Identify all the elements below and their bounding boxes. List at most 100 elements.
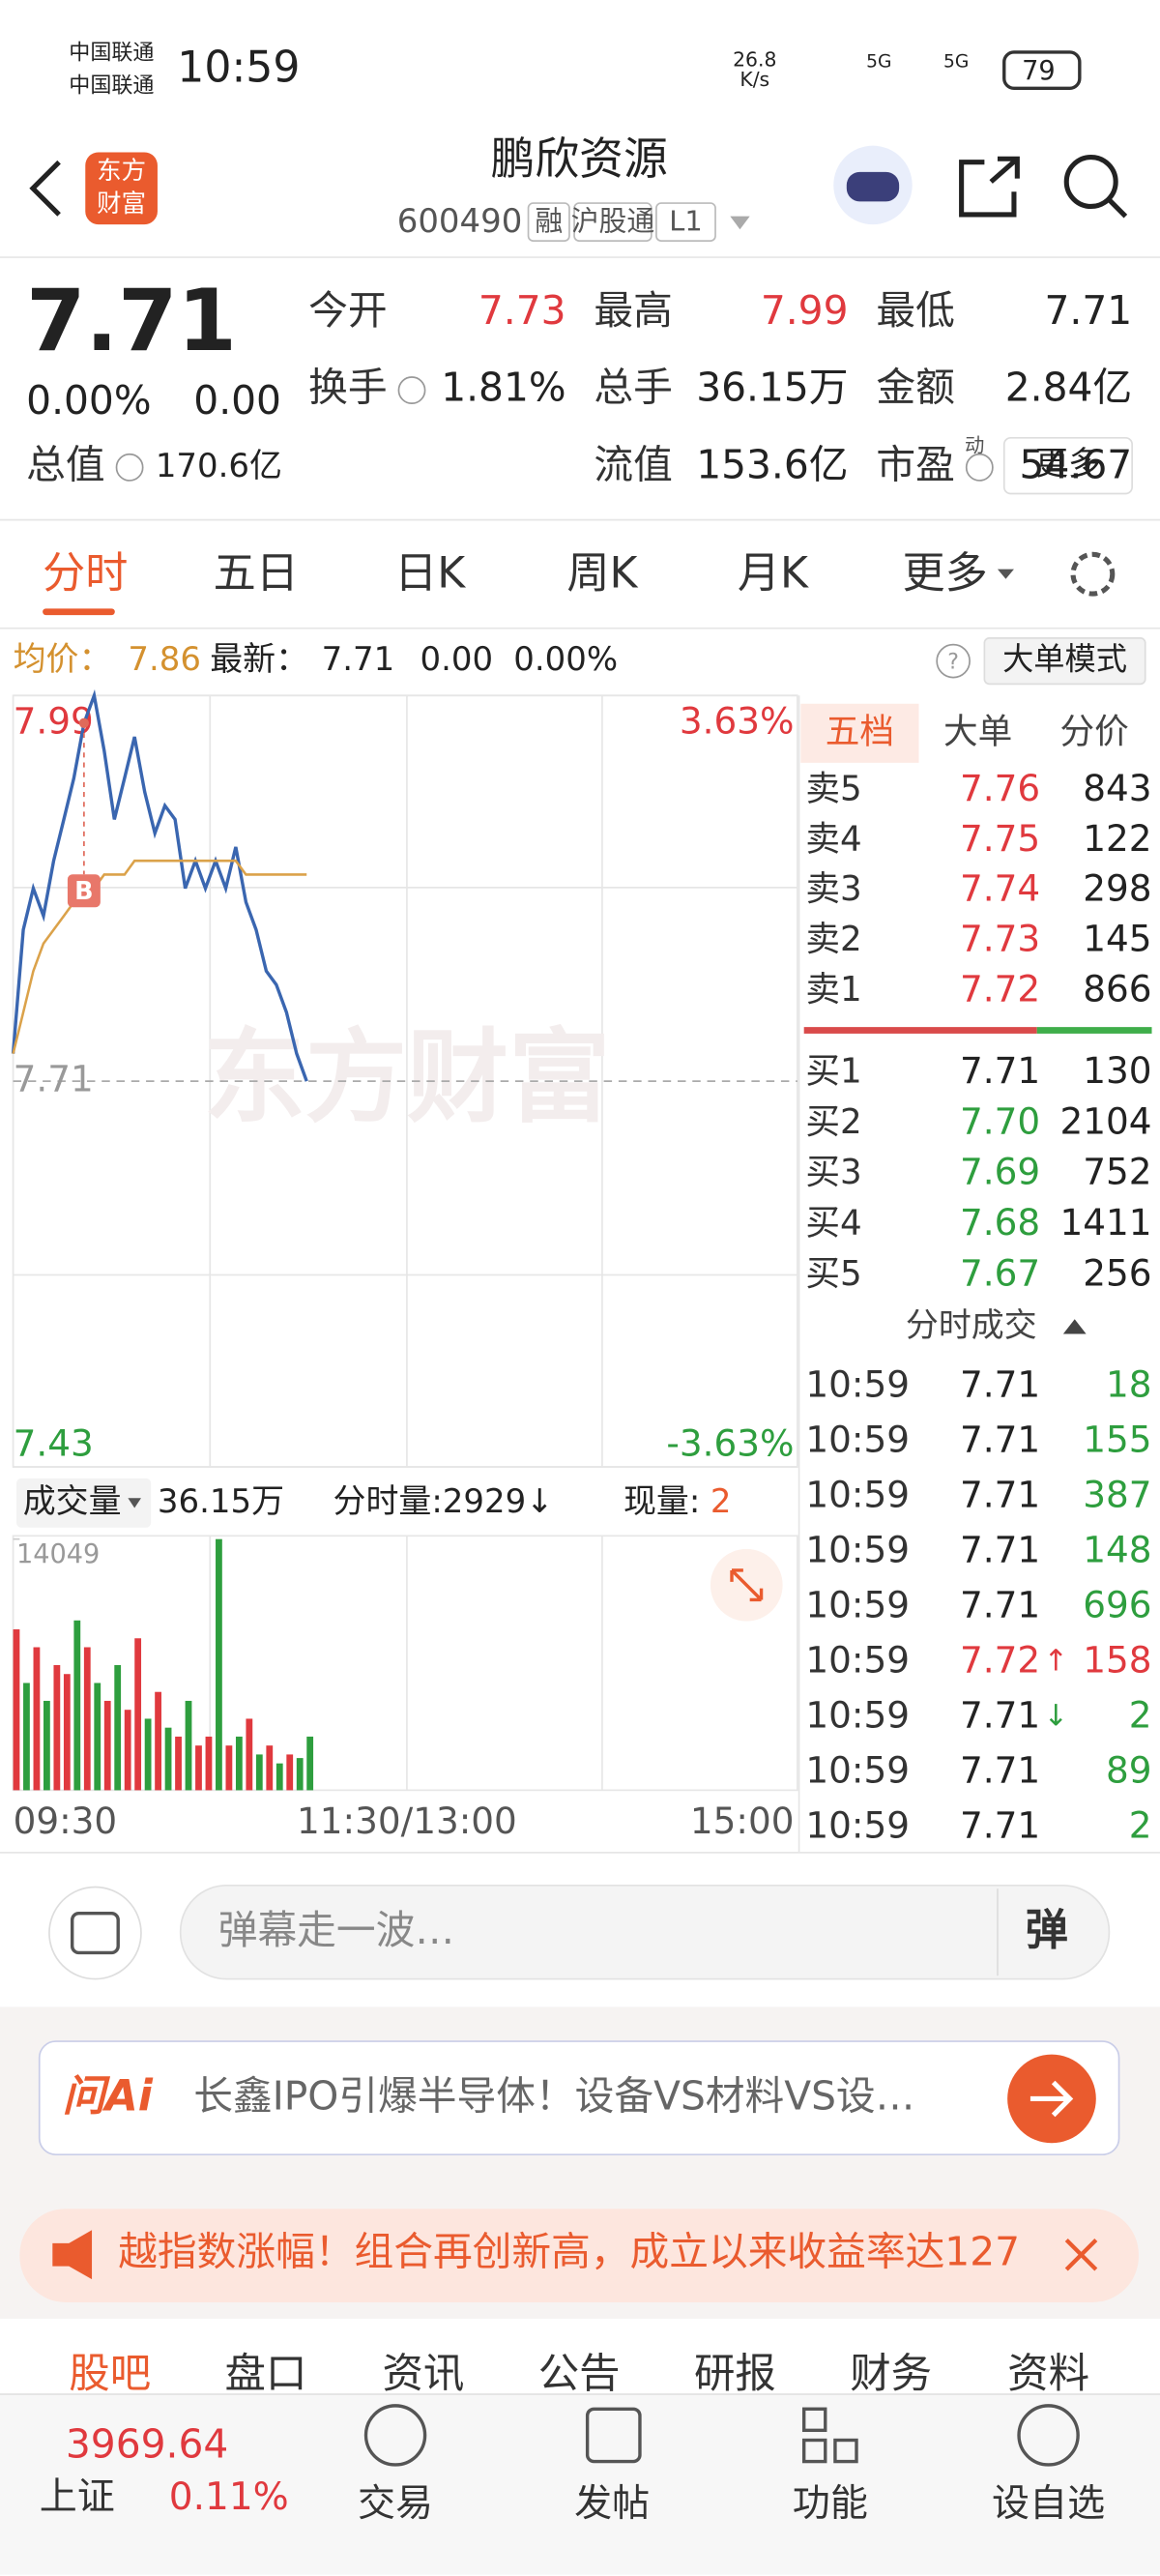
buy-marker: B (74, 877, 93, 906)
mode-button[interactable] (983, 637, 1146, 686)
nav-bar (0, 2393, 1160, 2575)
book-price: 7.72 (960, 967, 1040, 1010)
bid-bar (1036, 1027, 1152, 1034)
trade-price: 7.71 (960, 1528, 1040, 1570)
tab[interactable]: 分时 (43, 548, 128, 598)
volume-bar (205, 1736, 213, 1791)
nav-item[interactable]: 发帖 (574, 2482, 650, 2526)
volume-bar (33, 1647, 41, 1791)
section-tab[interactable]: 盘口 (225, 2351, 307, 2398)
nav-item[interactable]: 设自选 (992, 2482, 1105, 2526)
assistant-face (846, 171, 900, 202)
danmu-button[interactable]: 弹 (1026, 1906, 1068, 1955)
tab[interactable]: 日K (394, 548, 466, 598)
volume-bar (13, 1629, 20, 1791)
more-label[interactable]: 更多 (1035, 445, 1101, 483)
index-value: 3969.64 (66, 2420, 228, 2467)
y-tick-label: 14049 (16, 1539, 100, 1569)
help-icon[interactable] (936, 643, 971, 679)
settings-icon[interactable] (1070, 551, 1116, 597)
price-line (11, 688, 308, 1082)
dropdown-icon[interactable] (730, 216, 750, 230)
tab[interactable]: 更多 (903, 548, 988, 598)
trade-volume: 155 (1083, 1418, 1151, 1460)
book-label: 卖4 (805, 819, 861, 859)
book-volume: 2104 (1060, 1099, 1152, 1142)
share-icon[interactable] (959, 156, 1020, 218)
volume-bar (164, 1727, 172, 1791)
book-tab[interactable]: 大单 (943, 712, 1012, 751)
ai-box[interactable] (38, 2040, 1120, 2156)
feature-icon (833, 2438, 858, 2464)
section-tab[interactable]: 公告 (538, 2351, 621, 2398)
more-button[interactable] (1002, 436, 1133, 495)
section-tab[interactable]: 股吧 (69, 2351, 151, 2398)
search-icon[interactable] (1063, 155, 1118, 210)
volume-bar (73, 1620, 81, 1791)
book-price: 7.76 (960, 767, 1040, 809)
book-tab[interactable]: 五档 (826, 712, 894, 751)
carrier: 中国联通 (69, 42, 154, 66)
volume-bar (155, 1691, 161, 1791)
book-price: 7.70 (960, 1099, 1040, 1142)
tab[interactable]: 月K (738, 548, 809, 598)
section-tab[interactable]: 财务 (850, 2351, 932, 2398)
volume-title[interactable]: 成交量 (23, 1482, 122, 1521)
volume-bar (175, 1736, 182, 1791)
close-banner[interactable] (1064, 2238, 1098, 2271)
book-price: 7.75 (960, 817, 1040, 860)
change-pct: 0.00% (26, 377, 151, 424)
section-tab[interactable]: 资讯 (382, 2351, 464, 2398)
field-value: 2.84亿 (1005, 365, 1132, 411)
ask-bar (803, 1027, 1037, 1034)
book-label: 买1 (805, 1052, 861, 1092)
tag-box (655, 202, 716, 242)
trade-price: 7.71 (960, 1473, 1040, 1515)
mode-label[interactable]: 大单模式 (1002, 641, 1127, 678)
book-label: 买5 (805, 1254, 861, 1294)
x-label: 15:00 (690, 1800, 795, 1842)
field-value: 7.71 (1044, 287, 1132, 334)
field-value: 7.73 (478, 287, 566, 334)
volume-bar (83, 1647, 91, 1791)
trade-time: 10:59 (805, 1804, 910, 1847)
index-change: 0.11% (169, 2475, 289, 2519)
comment-input[interactable] (179, 1884, 1111, 1980)
back-button[interactable] (29, 160, 61, 217)
nav-item[interactable]: 交易 (358, 2482, 433, 2526)
info-icon[interactable] (115, 453, 144, 482)
book-tab[interactable]: 分价 (1059, 712, 1128, 751)
field-label: 换手 (308, 365, 387, 411)
feature-icon (801, 2407, 827, 2433)
book-volume: 866 (1083, 967, 1151, 1010)
field-value: 36.15万 (696, 365, 848, 411)
tab[interactable]: 五日 (214, 548, 299, 598)
tag-box (527, 202, 570, 242)
stock-code: 600490 (397, 202, 523, 241)
section-tab[interactable]: 资料 (1007, 2351, 1089, 2398)
info-icon[interactable] (397, 376, 426, 404)
tab[interactable]: 周K (566, 548, 638, 598)
nav-item[interactable]: 功能 (793, 2482, 868, 2526)
x-label: 11:30/13:00 (297, 1800, 517, 1842)
volume-bar (276, 1763, 283, 1791)
banner[interactable] (19, 2209, 1139, 2302)
section-tab[interactable]: 研报 (694, 2351, 776, 2398)
battery-level: 79 (1022, 56, 1056, 86)
trade-price: 7.71 (960, 1362, 1040, 1405)
volume-bar (185, 1700, 192, 1791)
volume-bar (286, 1754, 294, 1791)
danmu-settings[interactable] (48, 1886, 142, 1980)
book-price: 7.73 (960, 918, 1040, 960)
volume-selector[interactable] (15, 1478, 152, 1528)
trade-price: 7.71 (960, 1583, 1040, 1625)
field-sup: 动 (965, 433, 984, 456)
volume-bar (94, 1683, 102, 1791)
tag: L1 (669, 204, 702, 237)
info-icon[interactable] (965, 453, 994, 482)
book-volume: 752 (1083, 1151, 1151, 1193)
comment-placeholder[interactable]: 弹幕走一波… (218, 1907, 454, 1953)
book-label: 买3 (805, 1153, 861, 1192)
